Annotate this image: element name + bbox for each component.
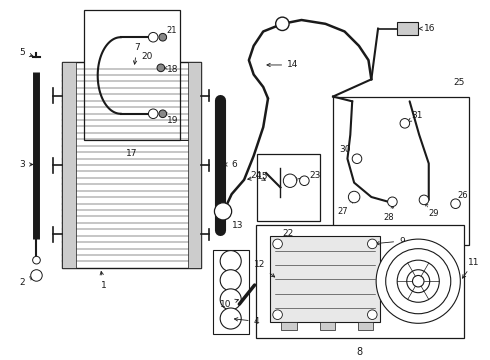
Text: 4: 4: [234, 317, 259, 326]
Text: 12: 12: [254, 260, 275, 277]
Circle shape: [348, 191, 360, 203]
Bar: [62, 62, 75, 268]
Circle shape: [276, 17, 289, 31]
Text: 31: 31: [412, 112, 423, 121]
Bar: [62, 62, 201, 268]
Circle shape: [283, 174, 297, 188]
Bar: [188, 62, 201, 268]
Circle shape: [407, 270, 430, 293]
Text: 27: 27: [337, 207, 348, 216]
Text: 22: 22: [282, 229, 294, 238]
Text: 18: 18: [167, 65, 178, 74]
Bar: [358, 322, 373, 330]
Circle shape: [220, 251, 241, 272]
Text: 3: 3: [19, 160, 33, 169]
Text: 25: 25: [454, 78, 465, 87]
Circle shape: [368, 310, 377, 319]
Text: 23: 23: [294, 171, 320, 181]
Bar: [281, 322, 297, 330]
Text: 1: 1: [100, 271, 106, 289]
Circle shape: [31, 270, 42, 281]
Circle shape: [388, 197, 397, 207]
Text: 26: 26: [458, 191, 468, 200]
Circle shape: [273, 239, 282, 249]
Circle shape: [400, 118, 410, 128]
Circle shape: [159, 110, 167, 118]
Text: 9: 9: [376, 237, 405, 246]
Circle shape: [273, 310, 282, 319]
Circle shape: [368, 239, 377, 249]
Bar: [333, 96, 469, 245]
Text: 20: 20: [142, 52, 153, 61]
Circle shape: [33, 256, 40, 264]
Text: 6: 6: [224, 160, 238, 169]
Text: 2: 2: [20, 277, 33, 287]
Text: 11: 11: [463, 257, 480, 278]
Text: 29: 29: [429, 210, 439, 219]
Text: 14: 14: [267, 60, 298, 69]
Text: 30: 30: [339, 145, 350, 154]
Circle shape: [157, 64, 165, 72]
Circle shape: [215, 203, 232, 220]
Text: 16: 16: [418, 24, 436, 33]
Circle shape: [376, 239, 460, 323]
Circle shape: [451, 199, 460, 208]
Circle shape: [413, 275, 424, 287]
Text: 15: 15: [248, 172, 268, 181]
Circle shape: [397, 260, 439, 302]
Circle shape: [148, 109, 158, 118]
Circle shape: [386, 249, 451, 314]
Circle shape: [220, 270, 241, 291]
Circle shape: [148, 32, 158, 42]
Text: 7: 7: [133, 43, 140, 64]
Bar: [397, 22, 418, 35]
Text: 21: 21: [167, 26, 177, 35]
Text: 13: 13: [232, 221, 243, 230]
Text: 17: 17: [126, 149, 138, 158]
Circle shape: [220, 289, 241, 310]
Text: 8: 8: [357, 347, 363, 357]
Bar: [257, 154, 319, 221]
Circle shape: [299, 176, 309, 185]
Bar: [270, 236, 380, 322]
Text: 19: 19: [167, 116, 178, 125]
Circle shape: [352, 154, 362, 163]
Bar: [213, 249, 249, 334]
Bar: [256, 225, 464, 338]
Text: 5: 5: [19, 48, 33, 57]
Bar: [319, 322, 335, 330]
Text: 10: 10: [220, 299, 239, 309]
Circle shape: [419, 195, 429, 205]
Text: 28: 28: [383, 213, 394, 222]
Bar: [84, 10, 180, 140]
Circle shape: [159, 33, 167, 41]
Text: 24: 24: [250, 171, 265, 180]
Circle shape: [220, 308, 241, 329]
